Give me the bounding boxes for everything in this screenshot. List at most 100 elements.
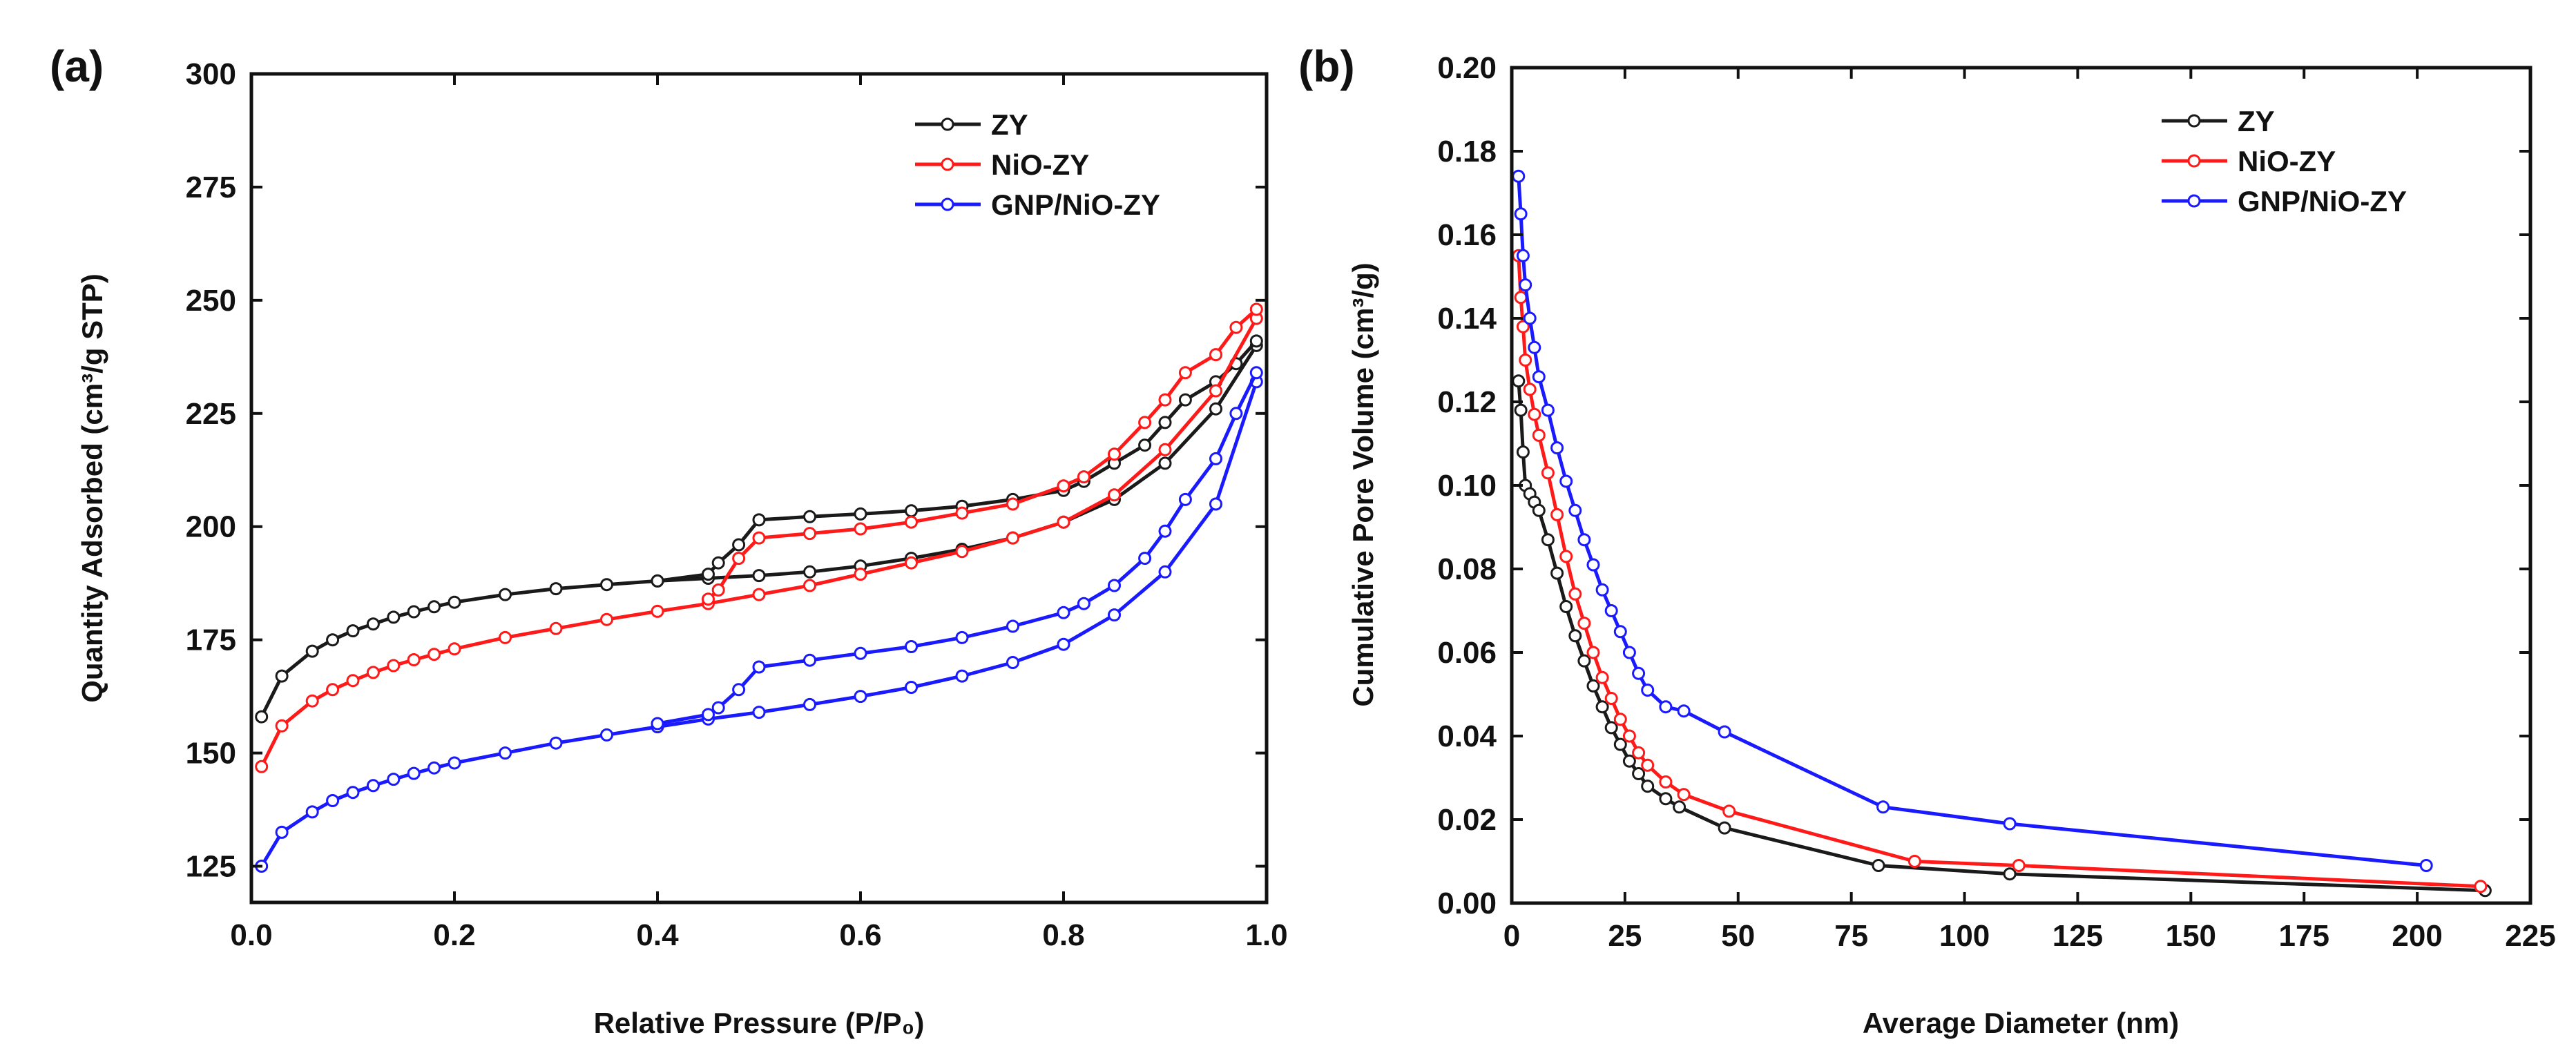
- data-point-nio-zy-a: [1178, 366, 1192, 380]
- data-point-nio-zy-a: [752, 588, 766, 601]
- data-point-zy-a: [346, 624, 360, 638]
- data-point-gnp-nio-zy-a: [1006, 656, 1019, 669]
- data-point-gnp-nio-zy-a: [499, 746, 512, 760]
- data-point-zy-b: [1559, 600, 1573, 613]
- data-point-gnp-nio-zy-a: [448, 756, 461, 770]
- data-point-nio-zy-a: [549, 621, 563, 635]
- data-point-zy-b: [1604, 721, 1618, 735]
- data-point-nio-zy-a: [448, 642, 461, 656]
- data-point-zy-a: [854, 507, 867, 521]
- x-tick-label-b: 225: [2505, 919, 2555, 953]
- data-point-gnp-nio-zy-a: [1108, 608, 1121, 622]
- data-point-zy-b: [1718, 821, 1731, 835]
- data-point-gnp-nio-zy-a: [1158, 524, 1172, 538]
- series-line-nio-zy-b: [1517, 255, 2481, 889]
- data-point-gnp-nio-zy-b: [1568, 503, 1582, 517]
- data-point-zy-b: [1514, 403, 1528, 417]
- data-point-gnp-nio-zy-a: [1077, 597, 1090, 610]
- data-point-nio-zy-b: [1604, 692, 1618, 705]
- data-point-nio-zy-a: [711, 583, 725, 597]
- legend-marker-nio-zy-b: [2187, 154, 2201, 168]
- data-point-gnp-nio-zy-a: [905, 681, 918, 694]
- y-tick-label-a: 175: [186, 623, 236, 657]
- data-point-zy-a: [905, 504, 918, 518]
- x-axis-title-a: Relative Pressure (P/P₀): [594, 1007, 925, 1039]
- data-point-gnp-nio-zy-a: [702, 708, 715, 722]
- data-point-gnp-nio-zy-b: [2003, 817, 2017, 831]
- data-point-nio-zy-a: [600, 612, 613, 626]
- data-point-gnp-nio-zy-a: [1178, 492, 1192, 506]
- data-point-nio-zy-a: [1158, 443, 1172, 456]
- data-point-nio-zy-a: [905, 515, 918, 529]
- data-point-nio-zy-b: [1595, 670, 1609, 684]
- data-point-gnp-nio-zy-b: [1622, 646, 1636, 659]
- legend-marker-nio-zy-a: [941, 157, 954, 171]
- data-point-nio-zy-a: [275, 719, 289, 733]
- data-point-gnp-nio-zy-a: [407, 766, 421, 780]
- plot-frame-a: [249, 72, 1269, 905]
- data-point-gnp-nio-zy-a: [955, 630, 969, 644]
- y-tick-label-b: 0.18: [1437, 135, 1497, 168]
- panel-label-a: (a): [50, 41, 104, 91]
- y-tick-label-b: 0.00: [1437, 887, 1497, 920]
- y-axis-title-b: Cumulative Pore Volume (cm³/g): [1347, 262, 1379, 706]
- data-point-nio-zy-a: [803, 527, 816, 541]
- data-point-zy-b: [1595, 700, 1609, 714]
- data-point-nio-zy-b: [1519, 354, 1532, 367]
- data-point-nio-zy-a: [326, 683, 340, 697]
- data-point-gnp-nio-zy-a: [387, 773, 401, 786]
- data-point-gnp-nio-zy-b: [1677, 704, 1691, 718]
- data-point-nio-zy-b: [1514, 291, 1528, 304]
- data-point-zy-a: [1249, 334, 1263, 348]
- data-point-gnp-nio-zy-b: [1541, 403, 1555, 417]
- data-point-zy-a: [366, 617, 380, 631]
- legend-marker-zy-a: [941, 117, 954, 131]
- data-point-zy-a: [549, 582, 563, 596]
- data-point-zy-a: [407, 605, 421, 619]
- data-point-gnp-nio-zy-a: [1209, 452, 1222, 465]
- data-point-nio-zy-a: [255, 760, 269, 773]
- legend-label-zy-b: ZY: [2238, 105, 2275, 137]
- data-point-gnp-nio-zy-b: [1559, 474, 1573, 488]
- series-line-gnp-nio-zy-b: [1517, 176, 2427, 867]
- legend-marker-gnp-nio-zy-a: [941, 197, 954, 211]
- data-point-nio-zy-a: [1249, 302, 1263, 316]
- plot-area-a: [255, 302, 1263, 873]
- y-tick-label-b: 0.04: [1437, 719, 1497, 753]
- y-tick-label-b: 0.10: [1437, 469, 1497, 503]
- data-point-nio-zy-a: [1057, 479, 1070, 493]
- data-point-nio-zy-b: [1613, 713, 1627, 726]
- data-point-nio-zy-b: [1523, 383, 1537, 396]
- y-axis-title-a: Quantity Adsorbed (cm³/g STP): [76, 273, 108, 702]
- y-tick-label-b: 0.20: [1437, 51, 1497, 85]
- x-axis-title-b: Average Diameter (nm): [1863, 1007, 2179, 1039]
- data-point-nio-zy-b: [1532, 428, 1546, 442]
- data-point-gnp-nio-zy-a: [427, 761, 441, 775]
- chart-a: (a) 0.0 0.2 0.4 0.6 0.8 1.0 125 150 175 200 225 250…: [50, 41, 1288, 1039]
- data-point-nio-zy-a: [305, 694, 319, 708]
- data-point-zy-b: [1872, 859, 1885, 872]
- y-tick-label-a: 125: [186, 850, 236, 884]
- data-point-zy-b: [1659, 792, 1673, 806]
- data-point-zy-a: [702, 568, 715, 581]
- data-point-gnp-nio-zy-b: [1718, 725, 1731, 739]
- y-tick-label-b: 0.12: [1437, 385, 1497, 419]
- data-point-zy-b: [1586, 679, 1600, 693]
- y-tick-label-b: 0.06: [1437, 636, 1497, 670]
- data-point-nio-zy-a: [854, 568, 867, 581]
- data-point-gnp-nio-zy-b: [1512, 169, 1526, 183]
- data-point-gnp-nio-zy-b: [1641, 684, 1655, 697]
- data-point-nio-zy-a: [1158, 393, 1172, 407]
- data-point-zy-a: [803, 565, 816, 579]
- data-point-zy-a: [305, 644, 319, 658]
- y-tick-label-b: 0.16: [1437, 218, 1497, 252]
- data-point-gnp-nio-zy-a: [803, 697, 816, 711]
- panel-label-b: (b): [1298, 41, 1355, 91]
- data-point-nio-zy-b: [1577, 617, 1591, 630]
- data-point-gnp-nio-zy-b: [1523, 311, 1537, 325]
- x-tick-label-b: 100: [1939, 919, 1990, 953]
- ticks-a: 0.0 0.2 0.4 0.6 0.8 1.0 125 150 175 200 225 250 275 3…: [186, 57, 1288, 952]
- data-point-nio-zy-a: [499, 630, 512, 644]
- data-point-gnp-nio-zy-b: [1632, 666, 1646, 680]
- data-point-gnp-nio-zy-b: [1532, 370, 1546, 384]
